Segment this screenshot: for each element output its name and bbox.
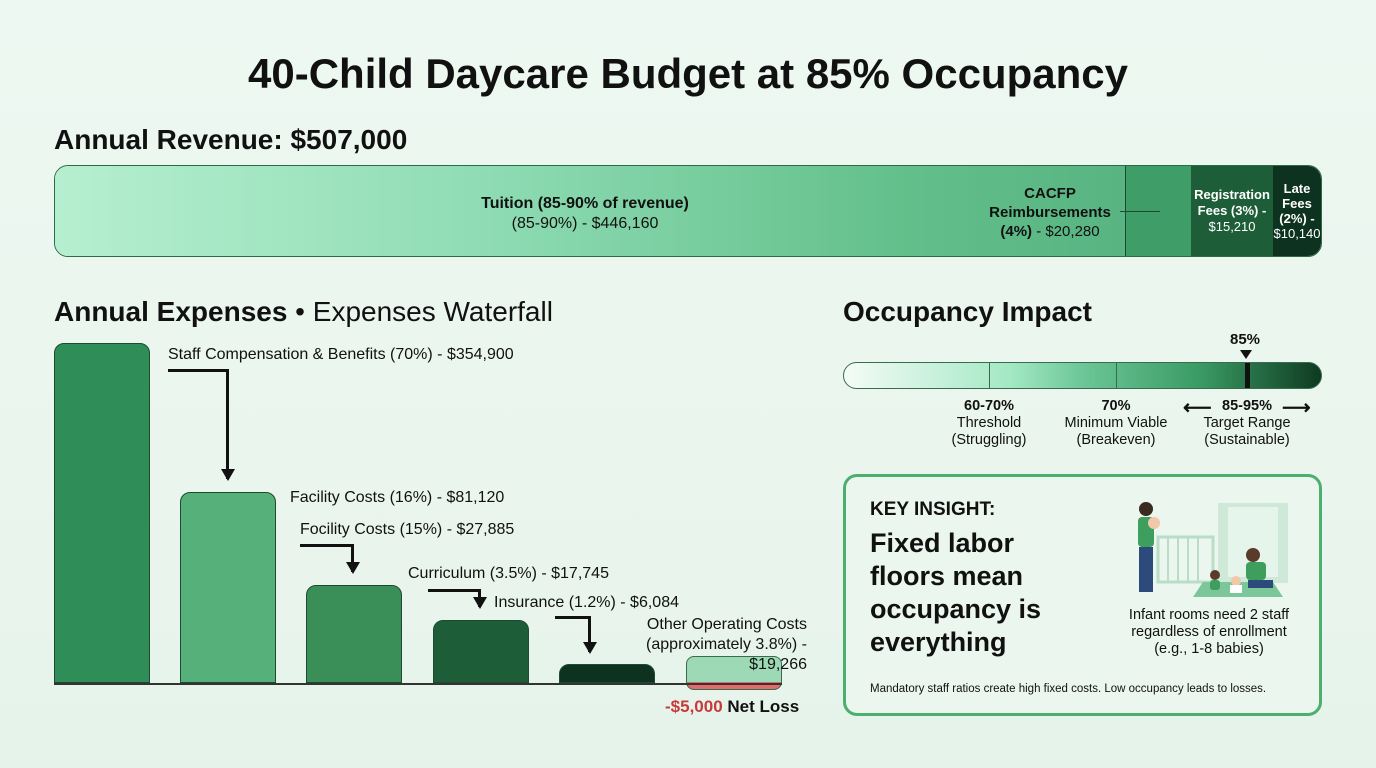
marker-triangle-icon [1240,350,1252,359]
cacfp-leader-line [1120,211,1160,212]
insight-label: KEY INSIGHT: [870,499,996,520]
label-curriculum: Curriculum (3.5%) - $17,745 [408,565,609,582]
tuition-label: Tuition (85-90% of revenue) [481,195,689,212]
zone-minimum-viable: 70% Minimum Viable (Breakeven) [1064,398,1168,448]
zone-target-range: 85-95% Target Range (Sustainable) [1203,398,1291,448]
illustration-caption: Infant rooms need 2 staff regardless of … [1128,607,1290,657]
label-facility: Facility Costs (16%) - $81,120 [290,489,505,506]
waterfall-bar-insurance [559,664,655,683]
revenue-segment-late-fees: Late Fees (2%) - $10,140 [1273,166,1321,256]
current-occupancy-marker [1245,363,1250,388]
arrow-icon [428,589,487,609]
revenue-bar: Tuition (85-90% of revenue) (85-90%) - $… [54,165,1322,257]
label-focility: Focility Costs (15%) - $27,885 [300,521,515,538]
key-insight-card: KEY INSIGHT: Fixed labor floors mean occ… [843,474,1322,716]
revenue-segment-registration: Registration Fees (3%) - $15,210 [1191,166,1273,256]
cacfp-label: CACFP Reimbursements (4%) - $20,280 [989,185,1111,240]
label-staff: Staff Compensation & Benefits (70%) - $3… [168,346,514,363]
arrow-icon [300,544,360,574]
revenue-segment-tuition: Tuition (85-90% of revenue) (85-90%) - $… [55,166,1160,256]
waterfall-bar-staff [54,343,150,683]
current-occupancy-label: 85% [1230,331,1261,348]
waterfall-bar-focility [306,585,402,683]
net-loss: -$5,000 Net Loss [665,697,800,716]
arrow-right-icon: ⟶ [1282,397,1311,419]
insight-footnote: Mandatory staff ratios create high fixed… [870,683,1267,695]
label-other: Other Operating Costs (approximately 3.8%… [646,616,807,673]
page-title: 40-Child Daycare Budget at 85% Occupancy [248,50,1128,97]
revenue-heading: Annual Revenue: $507,000 [54,124,408,155]
arrow-icon [555,616,597,654]
nursery-illustration [1138,502,1288,597]
waterfall-bar-facility [180,492,276,683]
waterfall-baseline [54,683,782,685]
expenses-heading: Annual Expenses • Expenses Waterfall [54,296,553,327]
occupancy-heading: Occupancy Impact [843,296,1092,327]
waterfall-bar-curriculum [433,620,529,683]
arrow-left-icon: ⟵ [1183,397,1212,419]
zone-threshold: 60-70% Threshold (Struggling) [951,398,1027,448]
occupancy-gradient-bar [843,362,1322,389]
tuition-amount: (85-90%) - $446,160 [511,215,659,232]
insight-headline: Fixed labor floors mean occupancy is eve… [870,528,1042,657]
label-insurance: Insurance (1.2%) - $6,084 [494,594,679,611]
arrow-icon [168,369,235,481]
